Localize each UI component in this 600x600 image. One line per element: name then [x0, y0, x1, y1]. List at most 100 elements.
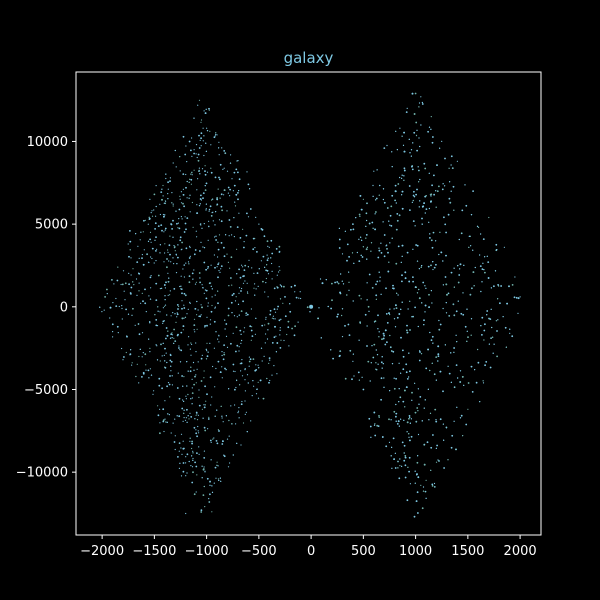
scatter-point	[101, 311, 103, 313]
scatter-point	[408, 436, 410, 438]
scatter-point	[190, 366, 192, 368]
scatter-point	[180, 191, 182, 193]
scatter-point	[174, 340, 176, 342]
scatter-point	[149, 368, 151, 370]
scatter-point	[216, 197, 218, 199]
scatter-point	[419, 200, 421, 202]
scatter-point	[411, 316, 413, 318]
scatter-point	[240, 444, 242, 446]
scatter-point	[432, 434, 434, 436]
scatter-point	[278, 319, 280, 321]
scatter-point	[195, 342, 197, 344]
scatter-point	[163, 261, 165, 263]
scatter-point	[422, 205, 425, 208]
scatter-point	[268, 357, 271, 359]
scatter-point	[443, 467, 445, 469]
scatter-point	[217, 338, 219, 340]
scatter-point	[176, 222, 178, 225]
scatter-point	[399, 465, 401, 467]
scatter-point	[284, 296, 286, 298]
scatter-point	[153, 209, 155, 211]
scatter-point	[189, 437, 191, 439]
scatter-point	[347, 323, 350, 326]
scatter-point	[167, 413, 169, 415]
scatter-point	[264, 291, 266, 293]
scatter-point	[157, 405, 159, 407]
scatter-point	[389, 242, 391, 244]
scatter-point	[432, 342, 434, 344]
scatter-point	[194, 461, 196, 463]
scatter-point	[200, 145, 202, 147]
scatter-point	[150, 212, 152, 214]
scatter-point	[514, 276, 516, 278]
scatter-point	[382, 332, 385, 335]
scatter-point	[178, 415, 181, 418]
scatter-point	[112, 336, 114, 338]
scatter-point	[159, 408, 161, 410]
scatter-point	[365, 248, 368, 251]
scatter-point	[196, 189, 198, 191]
scatter-point	[193, 318, 196, 320]
scatter-point	[397, 220, 399, 222]
scatter-point	[188, 460, 190, 463]
scatter-point	[204, 404, 206, 406]
scatter-point	[206, 355, 209, 358]
scatter-point	[435, 356, 438, 358]
scatter-point	[408, 138, 410, 140]
scatter-point	[407, 308, 409, 310]
scatter-point	[191, 392, 194, 394]
scatter-point	[199, 315, 202, 318]
scatter-point	[198, 272, 201, 274]
scatter-point	[164, 366, 166, 368]
scatter-point	[159, 311, 161, 313]
scatter-point	[191, 137, 193, 139]
scatter-point	[198, 170, 200, 172]
scatter-point	[384, 329, 387, 332]
scatter-point	[358, 379, 360, 381]
scatter-point	[164, 304, 167, 306]
scatter-point	[129, 249, 131, 251]
scatter-point	[266, 264, 268, 266]
x-tick-label: 500	[351, 544, 376, 559]
scatter-point	[188, 275, 191, 277]
scatter-point	[153, 193, 156, 196]
scatter-point	[138, 290, 140, 292]
scatter-point	[459, 417, 462, 419]
scatter-point	[409, 416, 411, 418]
scatter-point	[332, 357, 334, 360]
scatter-point	[480, 325, 482, 327]
scatter-point	[177, 372, 179, 374]
scatter-point	[366, 345, 368, 347]
scatter-point	[425, 497, 427, 499]
scatter-point	[286, 333, 288, 336]
scatter-point	[246, 291, 249, 293]
scatter-point	[294, 291, 296, 293]
scatter-point	[319, 278, 322, 280]
scatter-point	[164, 347, 166, 350]
scatter-point	[378, 416, 380, 418]
scatter-point	[181, 241, 184, 244]
scatter-point	[271, 270, 273, 272]
scatter-point	[238, 178, 241, 181]
scatter-point	[247, 266, 249, 268]
scatter-point	[120, 283, 122, 286]
scatter-point	[115, 297, 117, 300]
scatter-point	[245, 234, 248, 237]
scatter-point	[201, 465, 203, 467]
scatter-point	[260, 260, 262, 262]
scatter-point	[338, 227, 340, 229]
scatter-point	[399, 127, 401, 129]
scatter-point	[145, 369, 147, 371]
scatter-point	[424, 212, 426, 214]
scatter-point	[135, 278, 138, 280]
scatter-point	[191, 174, 193, 176]
scatter-point	[198, 153, 200, 156]
scatter-point	[181, 407, 183, 410]
scatter-point	[406, 378, 409, 380]
scatter-point	[516, 297, 518, 299]
scatter-point	[397, 467, 399, 469]
scatter-point	[497, 298, 499, 300]
scatter-point	[217, 290, 219, 292]
scatter-point	[197, 309, 199, 311]
